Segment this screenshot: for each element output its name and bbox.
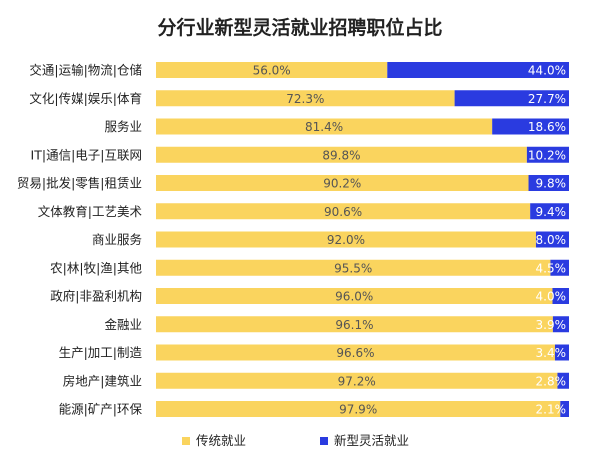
value-label-traditional: 90.2% <box>323 177 361 191</box>
bar-flexible <box>552 316 569 333</box>
category-label: 金融业 <box>104 317 142 332</box>
category-label: 能源|矿产|环保 <box>59 402 143 417</box>
bar-traditional <box>156 316 553 333</box>
category-label: 文体教育|工艺美术 <box>38 204 143 219</box>
bar-flexible <box>528 175 569 191</box>
value-label-flexible: 4.0% <box>536 290 567 304</box>
value-label-flexible: 9.4% <box>536 205 567 219</box>
bar-traditional <box>156 203 531 220</box>
value-label-traditional: 92.0% <box>327 233 365 247</box>
bar-traditional <box>156 146 527 163</box>
value-label-traditional: 97.9% <box>339 403 377 417</box>
legend-swatch-flexible <box>320 437 328 445</box>
bar-traditional <box>156 401 561 417</box>
category-label: 政府|非盈利机构 <box>50 289 142 304</box>
bar-flexible <box>530 203 569 220</box>
bar-flexible <box>387 62 569 78</box>
value-label-flexible: 18.6% <box>528 120 566 134</box>
bar-flexible <box>492 118 569 135</box>
value-label-flexible: 3.9% <box>536 318 567 332</box>
category-label: 文化|传媒|娱乐|体育 <box>29 91 142 106</box>
bar-traditional <box>156 62 388 78</box>
legend: 传统就业 新型灵活就业 <box>182 433 409 448</box>
value-label-flexible: 4.5% <box>536 261 567 275</box>
bar-flexible <box>526 146 569 163</box>
value-label-flexible: 8.0% <box>536 233 567 247</box>
bar-flexible <box>454 90 569 107</box>
legend-label-flexible: 新型灵活就业 <box>334 433 409 448</box>
legend-label-traditional: 传统就业 <box>196 433 246 448</box>
category-label: 农|林|牧|渔|其他 <box>50 260 142 275</box>
category-label: 生产|加工|制造 <box>59 345 143 360</box>
bar-traditional <box>156 231 536 248</box>
value-label-flexible: 3.4% <box>536 346 567 360</box>
value-label-flexible: 10.2% <box>528 148 566 162</box>
bar-traditional <box>156 372 558 389</box>
bar-flexible <box>535 231 569 248</box>
value-label-traditional: 56.0% <box>253 64 291 78</box>
category-label: 服务业 <box>104 119 142 134</box>
value-label-traditional: 81.4% <box>305 120 343 134</box>
value-label-traditional: 96.1% <box>335 318 373 332</box>
bar-flexible <box>552 288 569 304</box>
value-label-traditional: 89.8% <box>322 148 360 162</box>
bar-traditional <box>156 288 553 304</box>
bar-flexible <box>560 401 569 417</box>
value-label-traditional: 95.5% <box>334 261 372 275</box>
bar-traditional <box>156 344 555 361</box>
bar-flexible <box>550 259 569 276</box>
value-label-traditional: 96.0% <box>335 290 373 304</box>
value-label-traditional: 97.2% <box>338 374 376 388</box>
value-label-traditional: 72.3% <box>286 92 324 106</box>
category-label: 商业服务 <box>92 232 142 247</box>
chart-title: 分行业新型灵活就业招聘职位占比 <box>157 16 442 39</box>
bar-flexible <box>554 344 569 361</box>
category-label: IT|通信|电子|互联网 <box>31 147 142 162</box>
bar-traditional <box>156 118 493 135</box>
bar-traditional <box>156 90 455 107</box>
bar-traditional <box>156 175 529 191</box>
value-label-traditional: 90.6% <box>324 205 362 219</box>
bar-traditional <box>156 259 551 276</box>
value-label-flexible: 27.7% <box>528 92 566 106</box>
category-label: 交通|运输|物流|仓储 <box>29 63 142 78</box>
value-label-flexible: 2.8% <box>536 374 567 388</box>
value-label-flexible: 44.0% <box>528 64 566 78</box>
value-label-flexible: 2.1% <box>536 403 567 417</box>
category-label: 房地产|建筑业 <box>63 373 142 388</box>
bar-flexible <box>557 372 569 389</box>
value-label-traditional: 96.6% <box>336 346 374 360</box>
legend-swatch-traditional <box>182 437 190 445</box>
value-label-flexible: 9.8% <box>536 177 567 191</box>
category-label: 贸易|批发|零售|租赁业 <box>17 176 142 191</box>
